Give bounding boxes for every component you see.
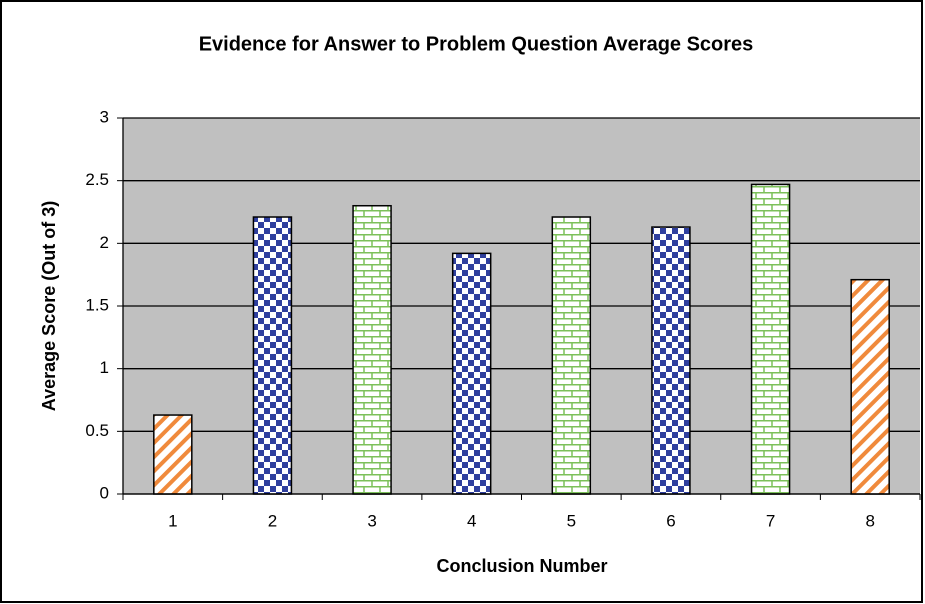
- x-tick-label: 7: [766, 511, 775, 530]
- x-tick-label: 2: [268, 511, 277, 530]
- y-tick-label: 2.5: [85, 170, 109, 189]
- bar: [651, 226, 691, 495]
- x-axis-label: Conclusion Number: [436, 556, 607, 576]
- bar: [850, 278, 890, 495]
- y-tick-label: 0.5: [85, 421, 109, 440]
- y-axis-label: Average Score (Out of 3): [39, 201, 59, 411]
- y-tick-label: 1: [100, 358, 109, 377]
- x-tick-label: 4: [467, 511, 476, 530]
- y-tick-label: 3: [100, 107, 109, 126]
- bar: [352, 204, 392, 495]
- x-tick-label: 8: [865, 511, 874, 530]
- bar: [451, 252, 492, 495]
- x-tick-label: 1: [168, 511, 177, 530]
- bar: [551, 216, 592, 495]
- y-tick-label: 0: [100, 483, 109, 502]
- y-tick-label: 2: [100, 233, 109, 252]
- x-tick-label: 6: [666, 511, 675, 530]
- x-tick-label: 3: [367, 511, 376, 530]
- bar: [252, 216, 293, 495]
- chart-title: Evidence for Answer to Problem Question …: [199, 33, 754, 55]
- bar: [750, 183, 791, 495]
- bar: [153, 414, 193, 495]
- x-tick-label: 5: [567, 511, 576, 530]
- y-tick-label: 1.5: [85, 295, 109, 314]
